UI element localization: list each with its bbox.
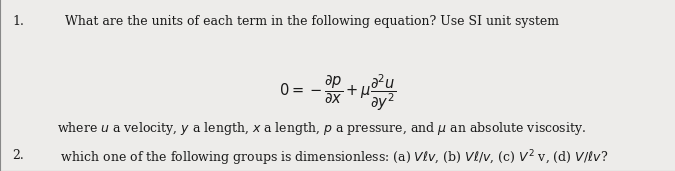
- Text: which one of the following groups is dimensionless: (a) $V\ell v$, (b) $V\ell/v$: which one of the following groups is dim…: [57, 149, 609, 168]
- Text: where $u$ a velocity, $y$ a length, $x$ a length, $p$ a pressure, and $\mu$ an a: where $u$ a velocity, $y$ a length, $x$ …: [57, 120, 587, 137]
- Text: 1.: 1.: [12, 15, 24, 28]
- Text: 2.: 2.: [12, 149, 24, 162]
- Text: What are the units of each term in the following equation? Use SI unit system: What are the units of each term in the f…: [57, 15, 560, 28]
- Text: $0 = -\dfrac{\partial p}{\partial x} + \mu\dfrac{\partial^2 u}{\partial y^2}$: $0 = -\dfrac{\partial p}{\partial x} + \…: [279, 72, 396, 113]
